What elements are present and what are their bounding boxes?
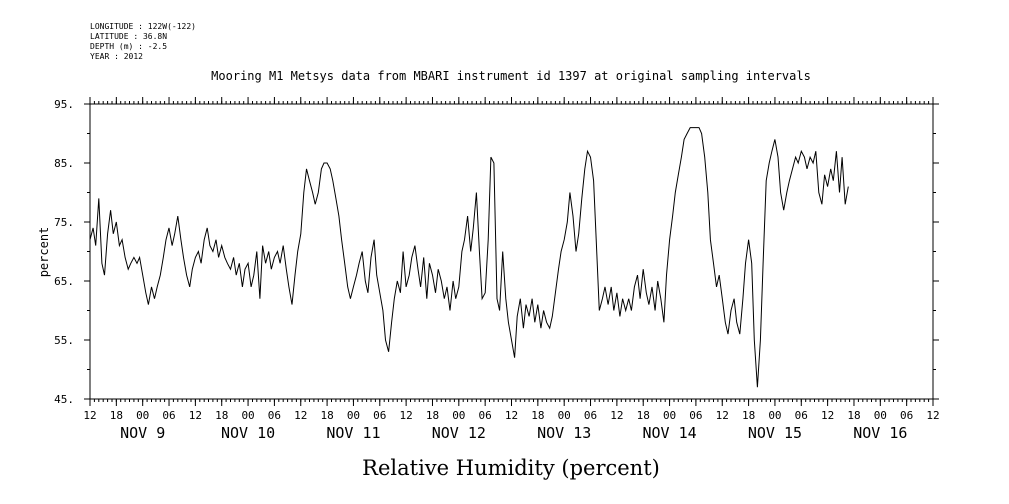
x-date-label: NOV 14 [642, 424, 696, 442]
x-hour-label: 06 [268, 409, 281, 422]
x-date-label: NOV 13 [537, 424, 591, 442]
x-hour-label: 18 [320, 409, 333, 422]
x-hour-label: 12 [821, 409, 834, 422]
x-date-label: NOV 15 [748, 424, 802, 442]
x-hour-label: 12 [83, 409, 96, 422]
x-hour-label: 00 [241, 409, 254, 422]
x-hour-label: 06 [479, 409, 492, 422]
x-hour-label: 18 [531, 409, 544, 422]
x-hour-label: 12 [716, 409, 729, 422]
x-hour-label: 12 [189, 409, 202, 422]
x-hour-label: 12 [294, 409, 307, 422]
x-hour-label: 18 [637, 409, 650, 422]
x-hour-label: 06 [900, 409, 913, 422]
y-tick-label: 55. [54, 334, 74, 347]
x-axis: 12 18 00 06 12 18 00 06 12 18 00 06 12 18 00 06 12 18 00 06… [83, 97, 940, 442]
y-tick-label: 65. [54, 275, 74, 288]
x-hour-label: 06 [584, 409, 597, 422]
x-hour-label: 00 [768, 409, 781, 422]
chart-title: Mooring M1 Metsys data from MBARI instru… [211, 69, 811, 83]
y-tick-label: 75. [54, 216, 74, 229]
x-hour-label: 00 [558, 409, 571, 422]
metadata-latitude: LATITUDE : 36.8N [90, 32, 168, 41]
metadata-longitude: LONGITUDE : 122W(-122) [90, 22, 196, 31]
x-hour-label: 18 [110, 409, 123, 422]
x-hour-label: 18 [847, 409, 860, 422]
x-hour-label: 12 [926, 409, 939, 422]
x-hour-label: 18 [426, 409, 439, 422]
x-hour-label: 00 [663, 409, 676, 422]
x-date-label: NOV 16 [853, 424, 907, 442]
x-date-label: NOV 10 [221, 424, 275, 442]
series-line [89, 127, 849, 388]
x-hour-label: 00 [347, 409, 360, 422]
x-hour-label: 06 [162, 409, 175, 422]
y-tick-label: 45. [54, 393, 74, 406]
y-axis-label: percent [37, 227, 51, 278]
x-hour-label: 18 [742, 409, 755, 422]
x-hour-label: 12 [610, 409, 623, 422]
x-axis-label: Relative Humidity (percent) [362, 456, 660, 480]
x-hour-label: 06 [795, 409, 808, 422]
plot-frame [89, 103, 934, 400]
x-hour-label: 18 [215, 409, 228, 422]
x-hour-label: 00 [874, 409, 887, 422]
metadata-year: YEAR : 2012 [90, 52, 143, 61]
y-tick-label: 95. [54, 98, 74, 111]
x-hour-label: 06 [373, 409, 386, 422]
y-tick-label: 85. [54, 157, 74, 170]
minor-ticks [89, 101, 934, 402]
x-hour-label: 06 [689, 409, 702, 422]
x-minor-ticks [89, 101, 934, 402]
x-date-label: NOV 11 [326, 424, 380, 442]
x-hour-label: 12 [505, 409, 518, 422]
metadata-depth: DEPTH (m) : -2.5 [90, 42, 168, 51]
x-hour-label: 00 [452, 409, 465, 422]
x-hour-label: 12 [400, 409, 413, 422]
x-date-label: NOV 9 [120, 424, 165, 442]
x-hour-label: 00 [136, 409, 149, 422]
y-axis: 95. 85. 75. 65. 55. 45. [54, 98, 939, 406]
x-date-label: NOV 12 [432, 424, 486, 442]
